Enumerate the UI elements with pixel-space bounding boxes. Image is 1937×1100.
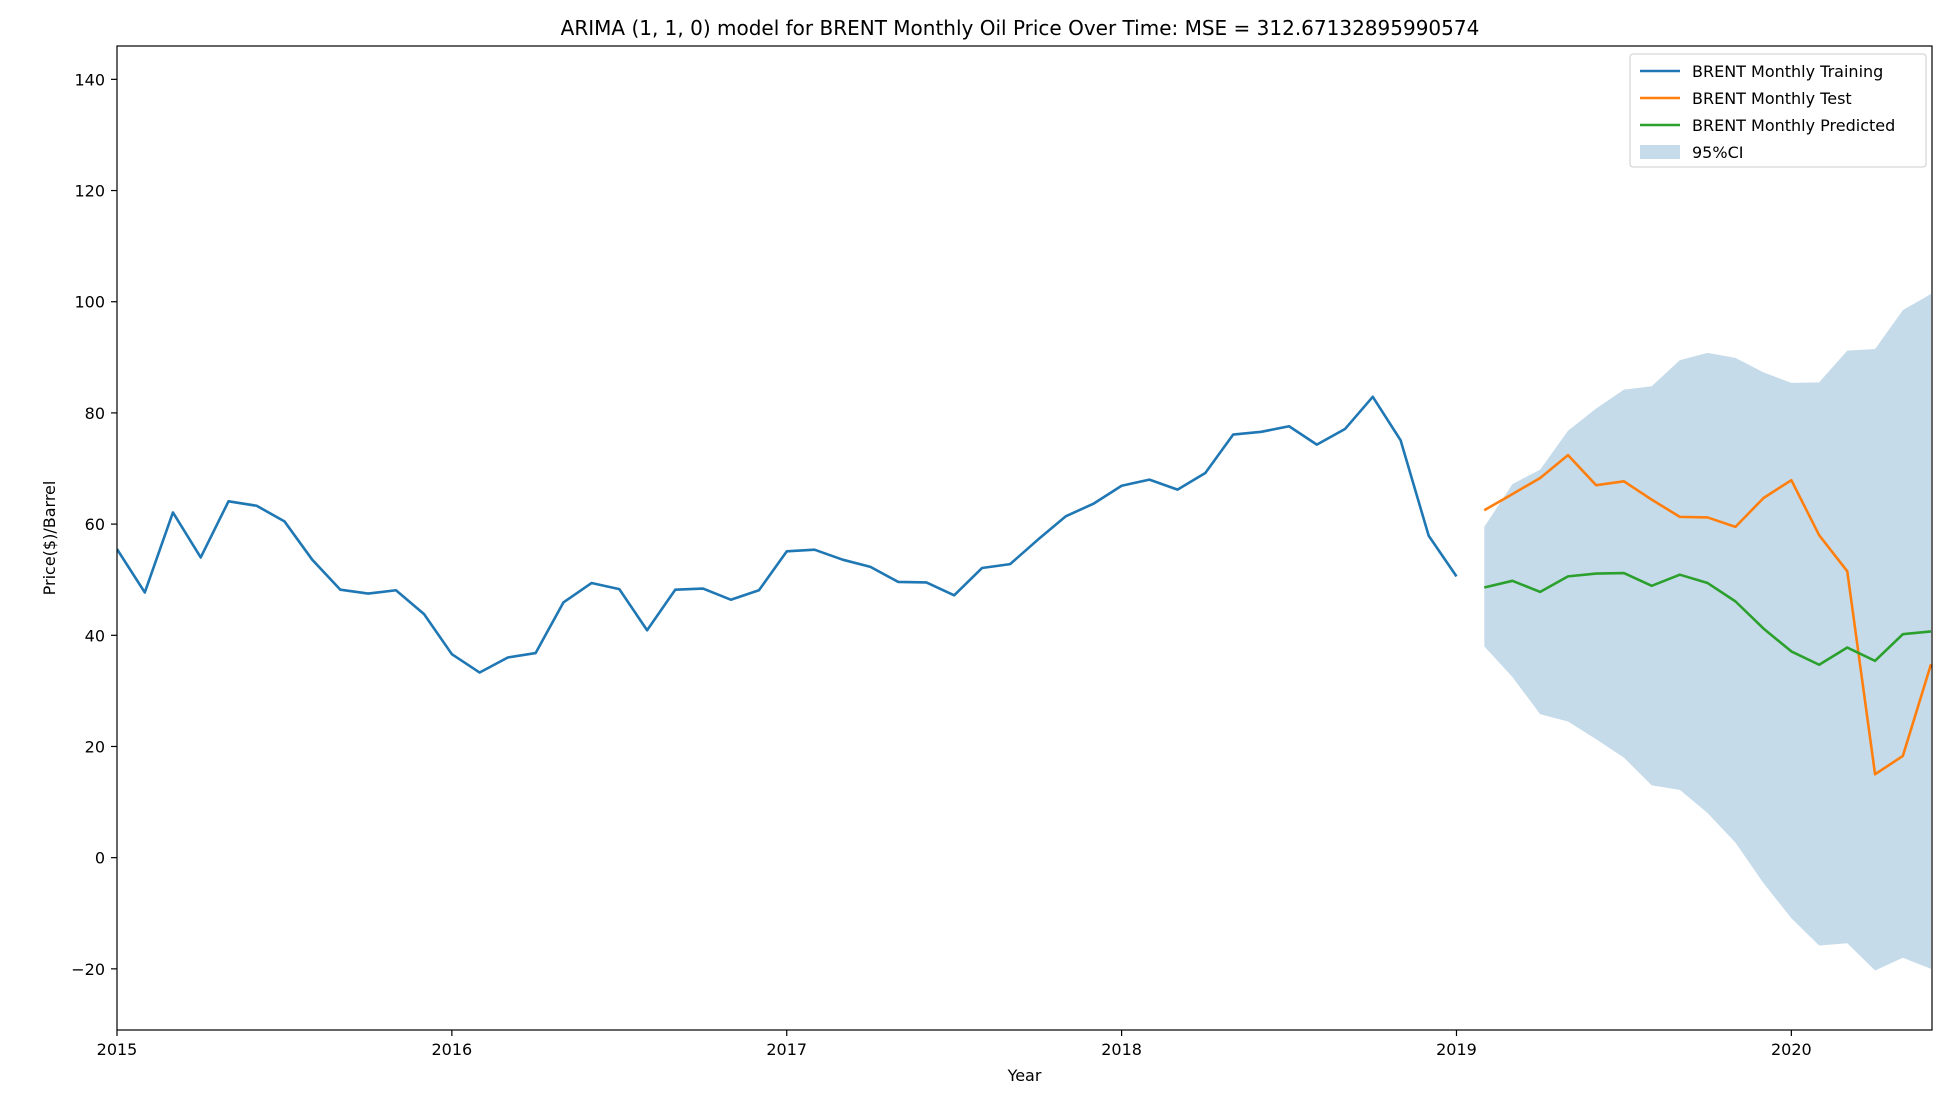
x-tick-label: 2017	[766, 1040, 807, 1059]
y-tick-label: 20	[85, 737, 105, 756]
y-tick-label: 60	[85, 515, 105, 534]
legend: BRENT Monthly Training BRENT Monthly Test…	[1629, 53, 1927, 168]
y-tick-label: 0	[95, 849, 105, 868]
plot-frame	[116, 45, 1933, 1031]
x-tick-label: 2019	[1436, 1040, 1477, 1059]
y-axis-ticks: −20 0 20 40 60 80 100 120 140	[71, 70, 117, 979]
y-tick-label: 120	[74, 182, 105, 201]
legend-label: BRENT Monthly Predicted	[1692, 116, 1895, 135]
y-tick-label: 140	[74, 70, 105, 89]
x-axis-label: Year	[1007, 1066, 1042, 1085]
legend-label: BRENT Monthly Training	[1692, 62, 1883, 81]
y-tick-label: 40	[85, 626, 105, 645]
legend-box	[1629, 53, 1927, 168]
x-tick-label: 2015	[97, 1040, 138, 1059]
legend-label: 95%CI	[1692, 143, 1743, 162]
y-tick-label: 80	[85, 404, 105, 423]
series-line-brent-monthly-test	[1483, 453, 1932, 776]
series-line-brent-monthly-predicted	[1483, 571, 1932, 667]
legend-swatch-band	[1640, 145, 1680, 159]
x-axis-ticks: 2015 2016 2017 2018 2019 2020	[97, 1030, 1812, 1059]
series-line-brent-monthly-training	[117, 395, 1458, 674]
x-tick-label: 2020	[1771, 1040, 1812, 1059]
legend-label: BRENT Monthly Test	[1692, 89, 1852, 108]
chart-title: ARIMA (1, 1, 0) model for BRENT Monthly …	[561, 16, 1480, 40]
series-layer	[117, 395, 1932, 776]
confidence-band-layer	[1484, 293, 1931, 971]
confidence-band	[1484, 293, 1931, 971]
y-axis-label: Price($)/Barrel	[40, 481, 59, 596]
x-tick-label: 2018	[1101, 1040, 1142, 1059]
y-tick-label: 100	[74, 293, 105, 312]
x-tick-label: 2016	[432, 1040, 473, 1059]
y-tick-label: −20	[71, 960, 105, 979]
